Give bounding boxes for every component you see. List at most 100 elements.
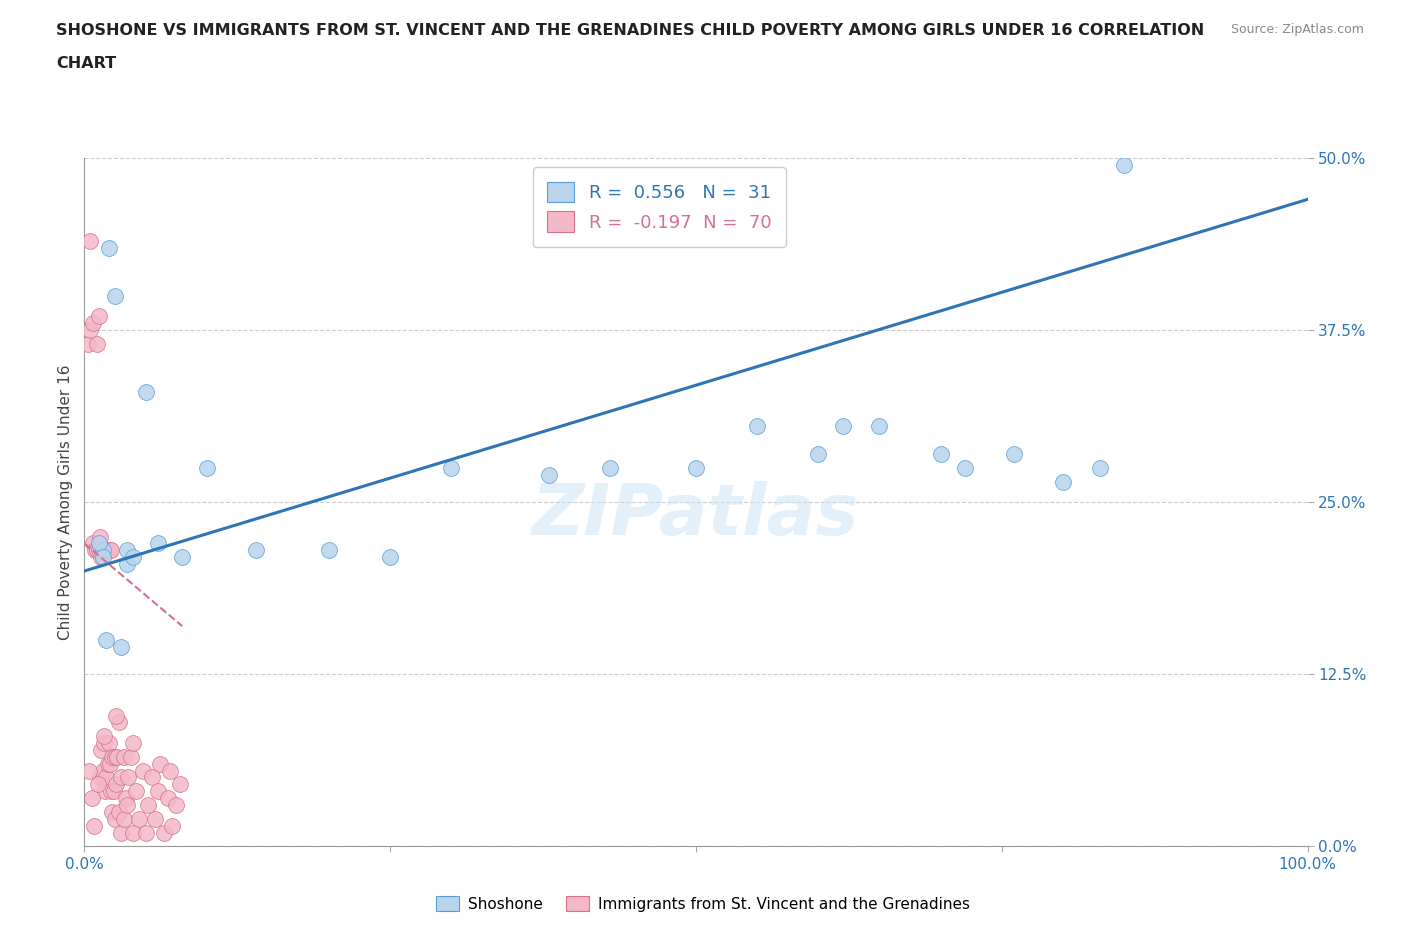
Point bbox=[87, 536, 110, 551]
Point bbox=[807, 446, 830, 461]
Point bbox=[1088, 460, 1111, 475]
Point bbox=[97, 756, 120, 771]
Point bbox=[105, 777, 128, 791]
Point bbox=[120, 750, 142, 764]
Text: CHART: CHART bbox=[56, 56, 117, 71]
Point bbox=[89, 770, 111, 785]
Point bbox=[599, 460, 621, 475]
Point bbox=[1002, 446, 1025, 461]
Point bbox=[159, 764, 181, 778]
Point bbox=[79, 233, 101, 248]
Point bbox=[100, 543, 122, 558]
Point bbox=[96, 543, 118, 558]
Point bbox=[105, 708, 128, 723]
Point bbox=[100, 784, 122, 799]
Point bbox=[84, 543, 107, 558]
Y-axis label: Child Poverty Among Girls Under 16: Child Poverty Among Girls Under 16 bbox=[58, 365, 73, 640]
Point bbox=[94, 784, 117, 799]
Point bbox=[831, 419, 853, 434]
Point bbox=[91, 550, 114, 565]
Text: Source: ZipAtlas.com: Source: ZipAtlas.com bbox=[1230, 23, 1364, 36]
Point bbox=[112, 750, 135, 764]
Point bbox=[91, 543, 114, 558]
Point bbox=[98, 543, 121, 558]
Point bbox=[953, 460, 976, 475]
Point bbox=[104, 288, 127, 303]
Point bbox=[380, 550, 402, 565]
Point bbox=[91, 543, 114, 558]
Point bbox=[117, 770, 139, 785]
Point bbox=[538, 467, 561, 482]
Point bbox=[115, 798, 138, 813]
Point bbox=[747, 419, 769, 434]
Point bbox=[318, 543, 340, 558]
Point bbox=[79, 323, 101, 338]
Point bbox=[110, 825, 132, 840]
Point bbox=[107, 715, 129, 730]
Point bbox=[91, 764, 114, 778]
Point bbox=[86, 543, 108, 558]
Point bbox=[96, 770, 118, 785]
Point bbox=[115, 557, 138, 572]
Point bbox=[83, 818, 105, 833]
Point bbox=[101, 750, 124, 764]
Point bbox=[77, 764, 100, 778]
Text: ZIPatlas: ZIPatlas bbox=[533, 482, 859, 551]
Point bbox=[1052, 474, 1074, 489]
Point bbox=[929, 446, 952, 461]
Point bbox=[94, 543, 117, 558]
Point bbox=[105, 750, 128, 764]
Point bbox=[87, 543, 110, 558]
Text: SHOSHONE VS IMMIGRANTS FROM ST. VINCENT AND THE GRENADINES CHILD POVERTY AMONG G: SHOSHONE VS IMMIGRANTS FROM ST. VINCENT … bbox=[56, 23, 1205, 38]
Point bbox=[96, 632, 118, 647]
Point bbox=[104, 811, 127, 826]
Point bbox=[80, 790, 103, 805]
Point bbox=[97, 543, 120, 558]
Point bbox=[86, 337, 108, 352]
Point bbox=[869, 419, 891, 434]
Point bbox=[146, 784, 169, 799]
Point bbox=[82, 536, 104, 551]
Point bbox=[101, 804, 124, 819]
Point bbox=[128, 811, 150, 826]
Point bbox=[122, 550, 145, 565]
Point bbox=[135, 825, 157, 840]
Point bbox=[93, 736, 115, 751]
Point bbox=[195, 460, 218, 475]
Point bbox=[162, 818, 184, 833]
Point bbox=[115, 790, 138, 805]
Point bbox=[98, 756, 121, 771]
Point bbox=[103, 784, 125, 799]
Point bbox=[122, 736, 145, 751]
Legend: R =  0.556   N =  31, R =  -0.197  N =  70: R = 0.556 N = 31, R = -0.197 N = 70 bbox=[533, 167, 786, 246]
Point bbox=[97, 543, 120, 558]
Point bbox=[153, 825, 176, 840]
Point bbox=[125, 784, 148, 799]
Point bbox=[440, 460, 463, 475]
Point bbox=[97, 240, 120, 255]
Point bbox=[135, 385, 157, 400]
Point bbox=[90, 550, 112, 565]
Point bbox=[93, 729, 115, 744]
Point bbox=[143, 811, 166, 826]
Point bbox=[132, 764, 155, 778]
Point bbox=[141, 770, 163, 785]
Point bbox=[104, 750, 127, 764]
Legend: Shoshone, Immigrants from St. Vincent and the Grenadines: Shoshone, Immigrants from St. Vincent an… bbox=[430, 889, 976, 918]
Point bbox=[110, 770, 132, 785]
Point bbox=[90, 742, 112, 757]
Point bbox=[107, 804, 129, 819]
Point bbox=[122, 825, 145, 840]
Point bbox=[87, 309, 110, 324]
Point bbox=[112, 811, 135, 826]
Point bbox=[685, 460, 707, 475]
Point bbox=[97, 736, 120, 751]
Point bbox=[136, 798, 159, 813]
Point bbox=[110, 639, 132, 654]
Point bbox=[165, 798, 187, 813]
Point bbox=[115, 543, 138, 558]
Point bbox=[169, 777, 191, 791]
Point bbox=[172, 550, 194, 565]
Point bbox=[149, 756, 172, 771]
Point bbox=[1114, 157, 1136, 172]
